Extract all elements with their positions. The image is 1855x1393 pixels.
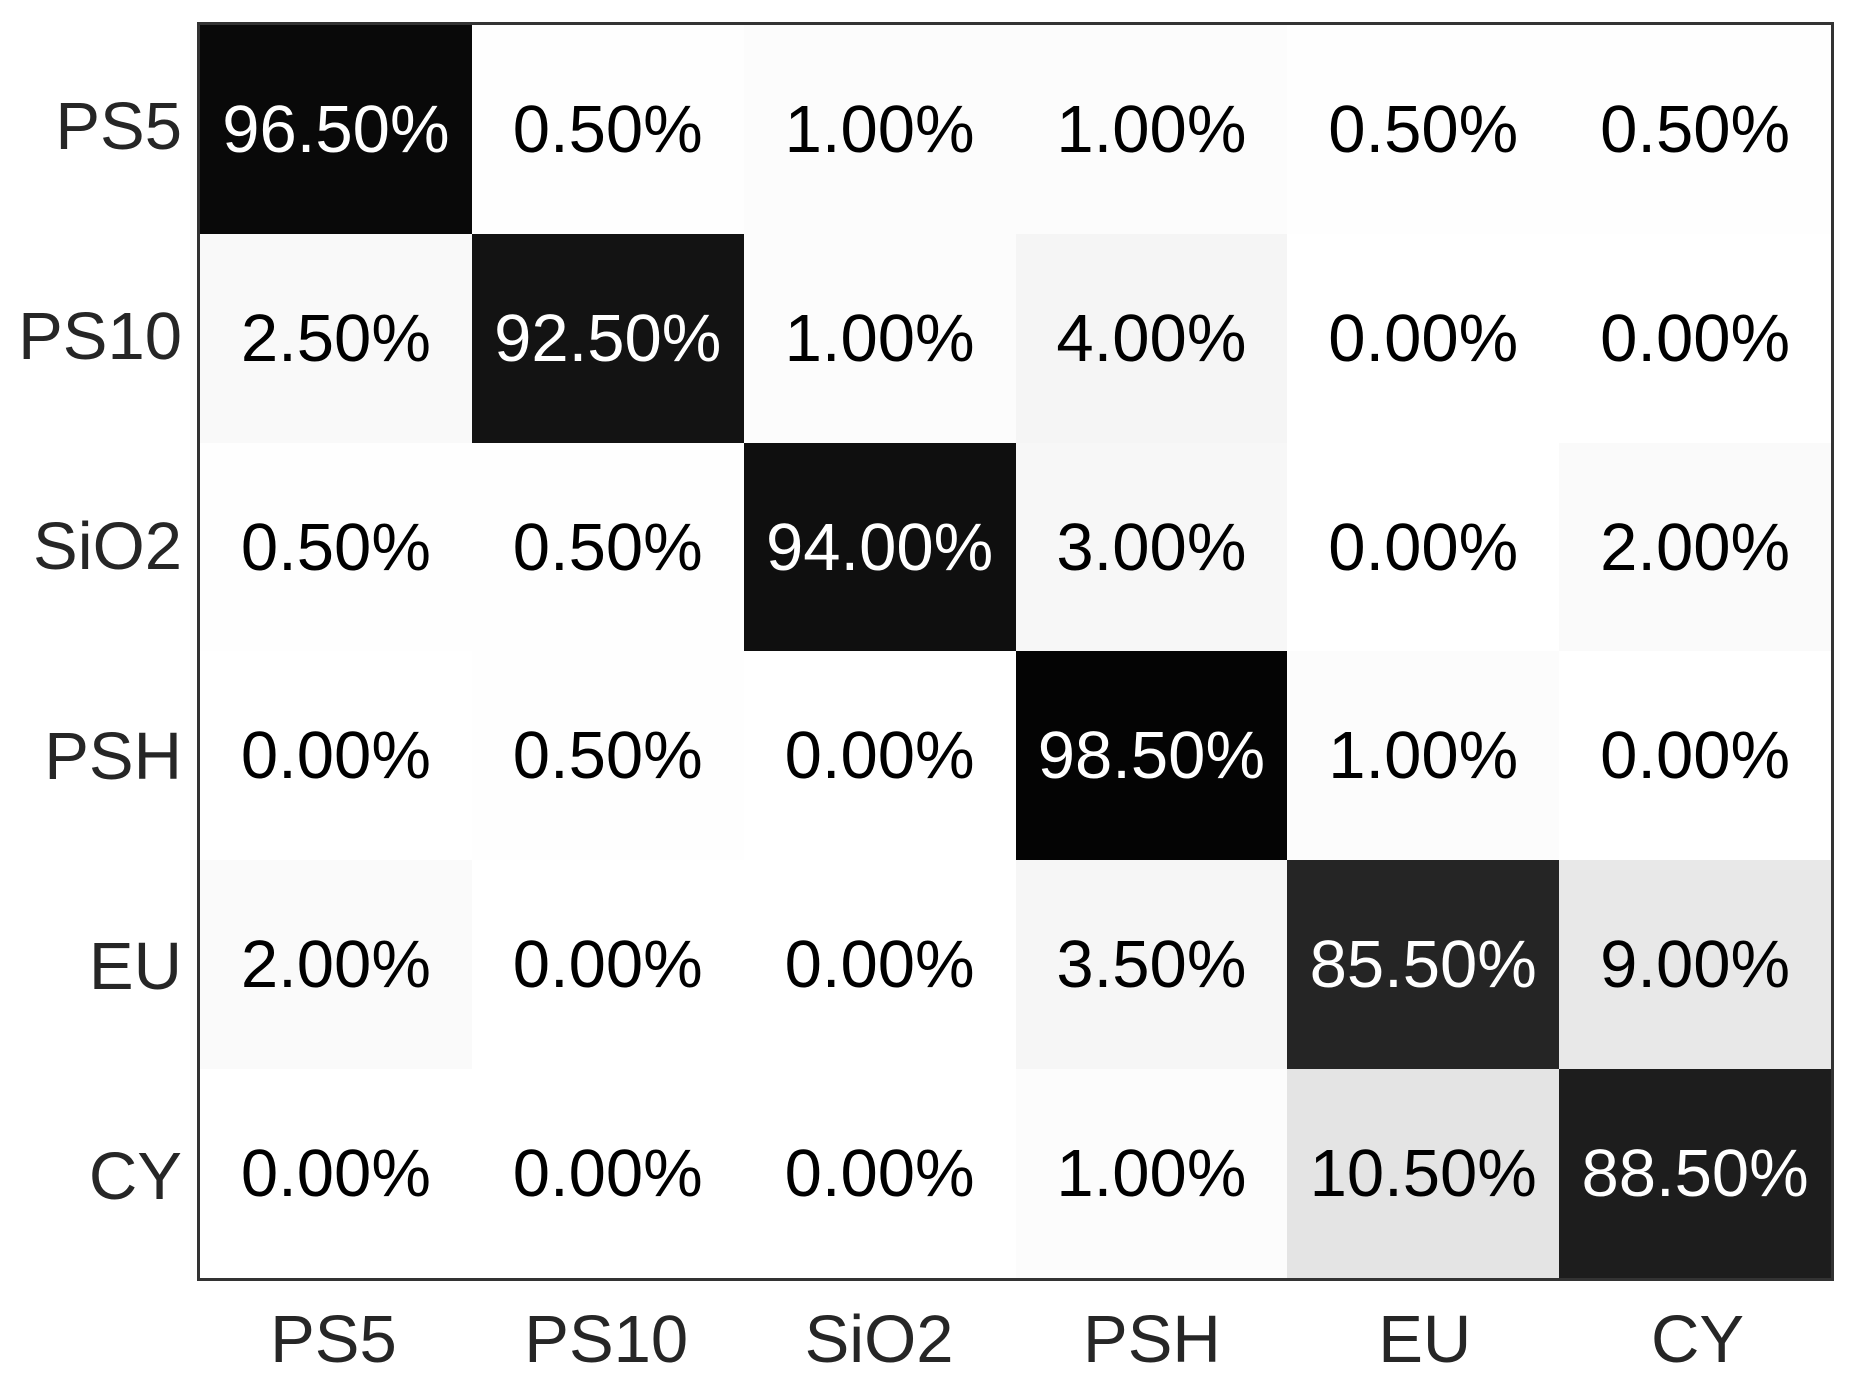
cell-value: 2.00%: [240, 927, 431, 1003]
cell-value: 0.00%: [784, 1136, 975, 1212]
matrix-cell: 0.00%: [1287, 233, 1560, 443]
matrix-cell: 0.50%: [471, 25, 744, 234]
matrix-cell: 0.00%: [1287, 442, 1560, 652]
cell-value: 96.50%: [222, 91, 450, 167]
cell-value: 0.50%: [512, 718, 703, 794]
cell-value: 0.50%: [1600, 91, 1791, 167]
y-axis-label: PS5: [55, 89, 182, 165]
matrix-cell: 0.00%: [1559, 233, 1831, 443]
y-axis-label: CY: [88, 1138, 182, 1214]
cell-value: 0.50%: [512, 509, 703, 585]
cell-value: 0.00%: [240, 718, 431, 794]
matrix-cell: 2.50%: [200, 233, 472, 443]
matrix-cell: 10.50%: [1287, 1069, 1560, 1278]
cell-value: 0.00%: [512, 1136, 703, 1212]
matrix-cell: 0.00%: [743, 860, 1016, 1070]
matrix-cell: 2.00%: [1559, 442, 1831, 652]
cell-value: 1.00%: [1056, 1136, 1247, 1212]
cell-value: 0.00%: [240, 1136, 431, 1212]
matrix-cell: 96.50%: [200, 25, 472, 234]
cell-value: 0.00%: [784, 718, 975, 794]
cell-value: 0.00%: [512, 927, 703, 1003]
matrix-cell: 0.00%: [471, 860, 744, 1070]
y-axis-label: SiO2: [33, 509, 182, 585]
x-axis-label: SiO2: [804, 1302, 954, 1377]
cell-value: 98.50%: [1037, 718, 1266, 794]
cell-value: 0.00%: [1328, 300, 1519, 376]
x-axis-label: PS10: [524, 1302, 689, 1377]
matrix-cell: 0.50%: [200, 442, 472, 652]
x-axis-label: CY: [1651, 1302, 1745, 1377]
cell-value: 3.00%: [1056, 509, 1247, 585]
cell-value: 92.50%: [494, 300, 722, 376]
x-axis-label: PSH: [1083, 1302, 1221, 1377]
matrix-cell: 88.50%: [1559, 1069, 1831, 1278]
matrix-cell: 2.00%: [200, 860, 472, 1070]
cell-value: 3.50%: [1056, 927, 1247, 1003]
cell-value: 10.50%: [1309, 1136, 1537, 1212]
y-axis-label: EU: [88, 928, 182, 1004]
matrix-cell: 98.50%: [1015, 651, 1288, 861]
cell-value: 9.00%: [1600, 927, 1791, 1003]
matrix-cell: 1.00%: [743, 25, 1016, 234]
y-axis-label: PSH: [44, 718, 182, 794]
matrix-cell: 0.00%: [200, 651, 472, 861]
matrix-cell: 0.50%: [471, 442, 744, 652]
x-axis-label: PS5: [270, 1302, 397, 1377]
cell-value: 1.00%: [1328, 718, 1519, 794]
matrix-cell: 85.50%: [1287, 860, 1560, 1070]
matrix-cell: 92.50%: [471, 233, 744, 443]
matrix-cell: 1.00%: [1287, 651, 1560, 861]
cell-value: 0.00%: [1600, 718, 1791, 794]
y-axis-label: PS10: [18, 299, 182, 375]
cell-value: 1.00%: [1056, 91, 1247, 167]
y-axis-labels: PS5 PS10 SiO2 PSH EU CY: [0, 22, 182, 1281]
cell-value: 2.00%: [1600, 509, 1791, 585]
matrix-cell: 3.00%: [1015, 442, 1288, 652]
cell-value: 0.00%: [1328, 509, 1519, 585]
matrix-cell: 0.00%: [1559, 651, 1831, 861]
cell-value: 0.50%: [1328, 91, 1519, 167]
matrix-cell: 1.00%: [743, 233, 1016, 443]
x-axis-label: EU: [1378, 1302, 1472, 1377]
matrix-cell: 1.00%: [1015, 1069, 1288, 1278]
matrix-cell: 0.50%: [1287, 25, 1560, 234]
cell-value: 0.50%: [512, 91, 703, 167]
matrix-cell: 3.50%: [1015, 860, 1288, 1070]
cell-value: 0.00%: [1600, 300, 1791, 376]
x-axis-labels: PS5 PS10 SiO2 PSH EU CY: [197, 1292, 1834, 1387]
cell-value: 85.50%: [1309, 927, 1537, 1003]
matrix-cell: 0.00%: [743, 1069, 1016, 1278]
matrix-cell: 1.00%: [1015, 25, 1288, 234]
cell-value: 2.50%: [240, 300, 431, 376]
matrix-cell: 0.00%: [200, 1069, 472, 1278]
cell-value: 0.50%: [240, 509, 431, 585]
matrix-cell: 4.00%: [1015, 233, 1288, 443]
cell-value: 4.00%: [1056, 300, 1247, 376]
matrix-cell: 94.00%: [743, 442, 1016, 652]
cell-value: 1.00%: [784, 91, 975, 167]
matrix-cell: 0.00%: [743, 651, 1016, 861]
matrix-cell: 0.00%: [471, 1069, 744, 1278]
matrix-cell: 9.00%: [1559, 860, 1831, 1070]
matrix-cell: 0.50%: [471, 651, 744, 861]
heatmap-grid: 96.50% 0.50% 1.00% 1.00% 0.50% 0.50% 2.50% 92.5…: [197, 22, 1834, 1281]
cell-value: 94.00%: [765, 509, 994, 585]
cell-value: 1.00%: [784, 300, 975, 376]
cell-value: 0.00%: [784, 927, 975, 1003]
matrix-cell: 0.50%: [1559, 25, 1831, 234]
cell-value: 88.50%: [1581, 1136, 1809, 1212]
